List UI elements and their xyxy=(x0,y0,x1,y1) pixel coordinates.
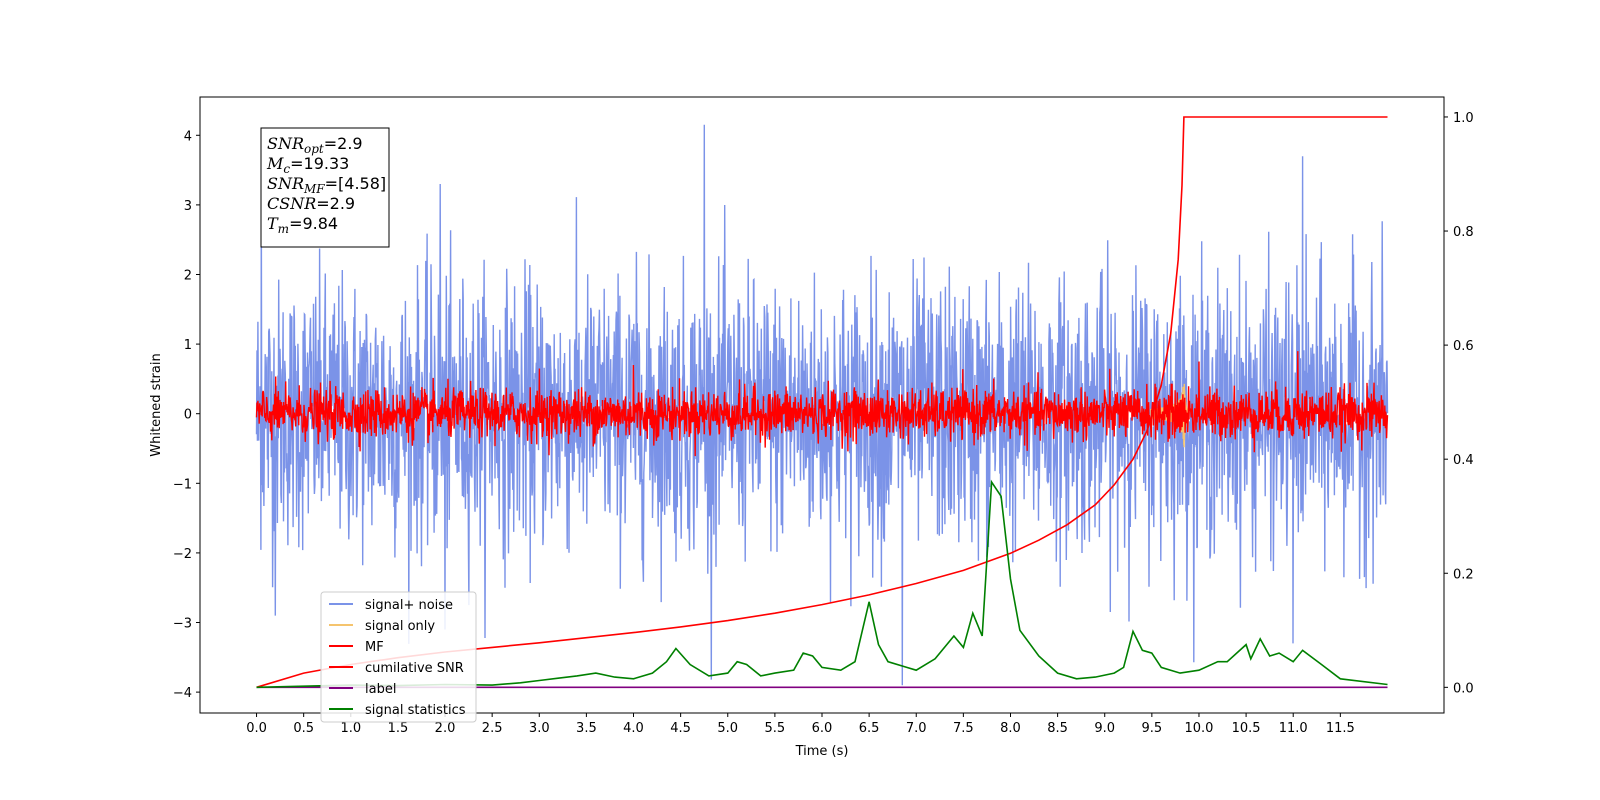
x-tick-label: 1.5 xyxy=(388,721,409,736)
x-tick-label: 0.5 xyxy=(293,721,314,736)
legend-entry-label: signal+ noise xyxy=(365,598,453,613)
x-tick-label: 1.0 xyxy=(340,721,361,736)
legend-entry-label: signal statistics xyxy=(365,703,466,718)
x-tick-label: 6.5 xyxy=(859,721,880,736)
y-tick-label-right: 0.6 xyxy=(1453,339,1474,354)
x-tick-label: 2.0 xyxy=(435,721,456,736)
annotation-box: SNRopt=2.9Mc=19.33SNRMF=[4.58]CSNR=2.9Tm… xyxy=(260,127,390,248)
y-tick-label-left: 4 xyxy=(184,129,192,144)
y-tick-label-right: 0.4 xyxy=(1453,453,1474,468)
legend-entry-label: MF xyxy=(365,640,384,655)
y-tick-label-right: 0.0 xyxy=(1453,681,1474,696)
x-tick-label: 9.0 xyxy=(1094,721,1115,736)
y-tick-label-right: 0.2 xyxy=(1453,567,1474,582)
x-tick-label: 9.5 xyxy=(1142,721,1163,736)
x-tick-label: 0.0 xyxy=(246,721,267,736)
legend-frame xyxy=(320,591,477,723)
x-axis-label: Time (s) xyxy=(795,744,849,759)
series-mf-line xyxy=(255,351,1389,457)
x-tick-label: 7.5 xyxy=(953,721,974,736)
x-tick-label: 8.0 xyxy=(1000,721,1021,736)
y-tick-label-right: 0.8 xyxy=(1453,225,1474,240)
x-tick-label: 3.5 xyxy=(576,721,597,736)
legend-entry-label: label xyxy=(365,682,396,697)
y-tick-label-left: 1 xyxy=(184,338,192,353)
y-tick-label-left: 2 xyxy=(184,268,192,283)
y-axis-label-left: Whitened strain xyxy=(149,353,164,456)
y-tick-label-right: 1.0 xyxy=(1453,111,1474,126)
y-tick-label-left: −1 xyxy=(173,477,192,492)
x-tick-label: 4.5 xyxy=(670,721,691,736)
x-tick-label: 6.0 xyxy=(812,721,833,736)
x-tick-label: 10.0 xyxy=(1184,721,1213,736)
x-tick-label: 3.0 xyxy=(529,721,550,736)
annotation-line: CSNR=2.9 xyxy=(267,194,355,213)
y-tick-label-left: −4 xyxy=(173,686,192,701)
annotation-line: SNRMF=[4.58] xyxy=(267,174,386,196)
series-signal-statistics-line xyxy=(256,479,1388,689)
annotation-line: SNRopt=2.9 xyxy=(267,134,363,156)
x-tick-label: 5.5 xyxy=(765,721,786,736)
y-tick-label-left: −2 xyxy=(173,547,192,562)
legend-entry-label: signal only xyxy=(365,619,435,634)
x-tick-label: 11.0 xyxy=(1279,721,1308,736)
x-tick-label: 11.5 xyxy=(1326,721,1355,736)
annotation-frame xyxy=(260,127,390,248)
x-tick-label: 5.0 xyxy=(717,721,738,736)
annotation-line: Mc=19.33 xyxy=(266,154,349,176)
legend-entry-label: cumilative SNR xyxy=(365,661,464,676)
x-tick-label: 7.0 xyxy=(906,721,927,736)
x-tick-label: 2.5 xyxy=(482,721,503,736)
x-tick-label: 10.5 xyxy=(1232,721,1261,736)
annotation-line: Tm=9.84 xyxy=(267,214,338,236)
y-tick-label-left: −3 xyxy=(173,617,192,632)
y-tick-label-left: 3 xyxy=(184,199,192,214)
legend: signal+ noise signal only MF cumilative SNR… xyxy=(320,591,477,723)
ticks-layer: 0.0 0.5 1.0 1.5 2.0 2.5 3.0 3.5 4.0 4.5 5.0 5.5 6.0 6… xyxy=(173,111,1474,736)
y-tick-label-left: 0 xyxy=(184,408,192,423)
x-tick-label: 8.5 xyxy=(1047,721,1068,736)
x-tick-label: 4.0 xyxy=(623,721,644,736)
